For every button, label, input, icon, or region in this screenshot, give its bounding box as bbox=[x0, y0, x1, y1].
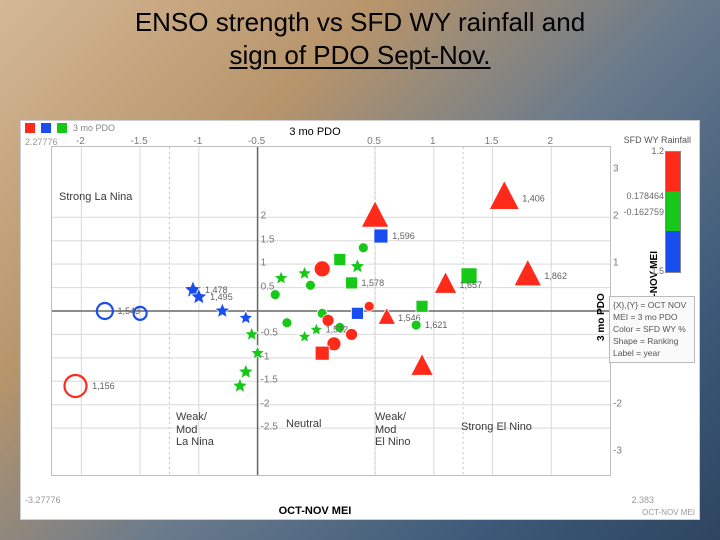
slide-title: ENSO strength vs SFD WY rainfall and sig… bbox=[0, 6, 720, 71]
data-point bbox=[351, 307, 363, 319]
y-tick: -0.5 bbox=[261, 328, 278, 339]
y-tick: 2 bbox=[261, 211, 267, 222]
data-point bbox=[282, 318, 292, 328]
y-tick: -2.5 bbox=[261, 422, 278, 433]
data-point bbox=[378, 308, 396, 325]
right-inner-axis-label: 3 mo PDO bbox=[596, 293, 607, 341]
data-point bbox=[298, 330, 311, 342]
x-tick: -1 bbox=[193, 136, 202, 147]
data-point bbox=[489, 181, 519, 210]
point-label: 1,578 bbox=[362, 278, 385, 288]
y-tick-right: -2 bbox=[613, 398, 622, 409]
data-point bbox=[305, 280, 315, 290]
point-label: 1,621 bbox=[425, 320, 448, 330]
point-label: 1,657 bbox=[460, 280, 483, 290]
point-label: 1,862 bbox=[544, 271, 567, 281]
y-tick-right: 2 bbox=[613, 211, 619, 222]
data-point bbox=[350, 258, 365, 273]
x-tick: 0.5 bbox=[367, 136, 381, 147]
point-label: 1,596 bbox=[392, 231, 415, 241]
legend-line: MEI = 3 mo PDO bbox=[613, 312, 691, 324]
point-label: 1,495 bbox=[210, 292, 233, 302]
point-label: 1,156 bbox=[92, 381, 115, 391]
legend-line: Color = SFD WY % bbox=[613, 324, 691, 336]
x-tick: -1.5 bbox=[130, 136, 147, 147]
data-point bbox=[364, 301, 374, 311]
data-point bbox=[315, 346, 329, 360]
corner-bottom-right-2: OCT-NOV MEI bbox=[642, 508, 695, 517]
slide-root: ENSO strength vs SFD WY rainfall and sig… bbox=[0, 0, 720, 540]
colorbar-tick: 1.2 bbox=[651, 146, 664, 156]
x-tick: 2 bbox=[547, 136, 553, 147]
title-line-2: sign of PDO Sept-Nov. bbox=[229, 40, 490, 70]
data-point bbox=[314, 261, 330, 277]
data-point bbox=[346, 277, 358, 289]
data-point bbox=[238, 364, 253, 379]
data-point bbox=[416, 300, 428, 312]
y-tick: 0.5 bbox=[261, 281, 275, 292]
x-tick: -2 bbox=[76, 136, 85, 147]
region-neutral: Neutral bbox=[286, 418, 321, 431]
colorbar bbox=[665, 151, 681, 273]
y-tick: 1 bbox=[261, 258, 267, 269]
point-label: 1,522 bbox=[326, 325, 349, 335]
point-label: 1,406 bbox=[522, 194, 545, 204]
legend-line: Shape = Ranking bbox=[613, 336, 691, 348]
y-tick: -1.5 bbox=[261, 375, 278, 386]
y-tick-right: -3 bbox=[613, 445, 622, 456]
region-strong-el-nino: Strong El Nino bbox=[461, 421, 532, 434]
data-point bbox=[346, 328, 358, 340]
colorbar-tick: -1.5 bbox=[648, 266, 664, 276]
data-point bbox=[411, 354, 434, 376]
data-point bbox=[215, 303, 230, 318]
data-point bbox=[64, 375, 86, 397]
y-tick-right: 1 bbox=[613, 258, 619, 269]
y-tick-right: 3 bbox=[613, 164, 619, 175]
legend-line: {X},{Y} = OCT NOV bbox=[613, 300, 691, 312]
title-line-1: ENSO strength vs SFD WY rainfall and bbox=[135, 7, 585, 37]
x-tick: -0.5 bbox=[248, 136, 265, 147]
y-tick: -2 bbox=[261, 398, 270, 409]
bottom-axis-label: OCT-NOV MEI bbox=[21, 505, 609, 517]
top-axis-label: 3 mo PDO bbox=[21, 126, 609, 138]
y-tick: -1 bbox=[261, 351, 270, 362]
corner-bottom-left: -3.27776 bbox=[25, 495, 61, 505]
legend-line: Label = year bbox=[613, 348, 691, 360]
colorbar-title: SFD WY Rainfall bbox=[624, 135, 691, 145]
region-weak-mod-el-nino: Weak/ModEl Nino bbox=[375, 411, 410, 449]
chart-container: 3 mo PDO 3 mo PDO 1,406 1,596 1,578 1,862 1,… bbox=[20, 120, 700, 520]
corner-top-left: 2.27776 bbox=[25, 137, 58, 147]
y-tick: 1.5 bbox=[261, 234, 275, 245]
region-weak-mod-la-nina: Weak/ModLa Nina bbox=[176, 411, 214, 449]
region-strong-la-nina: Strong La Nina bbox=[59, 191, 132, 204]
data-point bbox=[434, 272, 457, 294]
data-point bbox=[239, 311, 253, 325]
data-point bbox=[245, 327, 259, 341]
colorbar-tick: 0.178464 bbox=[626, 191, 664, 201]
data-point bbox=[274, 271, 288, 285]
data-point bbox=[374, 229, 388, 243]
colorbar-tick: -0.162759 bbox=[623, 207, 664, 217]
data-point bbox=[297, 266, 311, 280]
data-point bbox=[358, 243, 368, 253]
legend-box: {X},{Y} = OCT NOV MEI = 3 mo PDO Color =… bbox=[609, 296, 695, 363]
corner-bottom-right-1: 2.383 bbox=[631, 495, 654, 505]
data-point bbox=[411, 320, 421, 330]
x-tick: 1 bbox=[430, 136, 436, 147]
data-point bbox=[361, 201, 389, 227]
data-point bbox=[310, 323, 323, 335]
data-point bbox=[514, 259, 542, 285]
data-point bbox=[232, 378, 247, 393]
data-point bbox=[334, 253, 346, 265]
x-tick: 1.5 bbox=[485, 136, 499, 147]
